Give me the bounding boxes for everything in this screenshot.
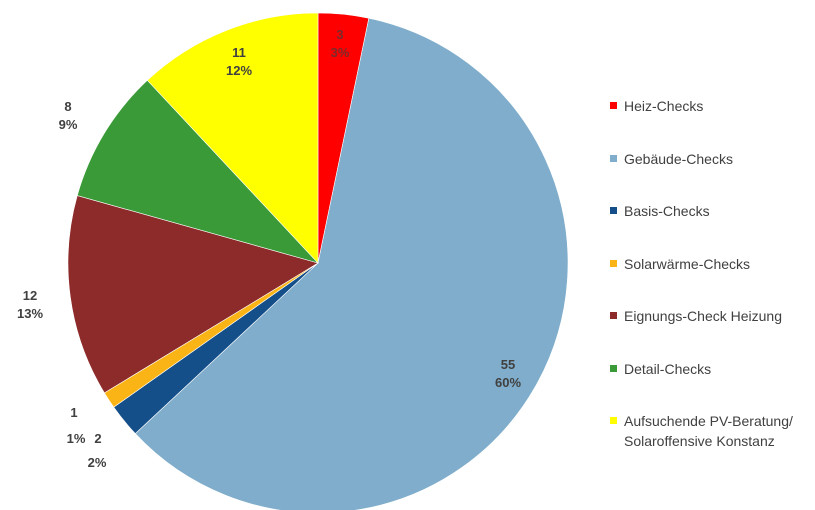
data-label-percent-6: 12% bbox=[226, 63, 252, 78]
data-label-percent-0: 3% bbox=[331, 45, 350, 60]
legend-item-1: Gebäude-Checks bbox=[610, 146, 815, 199]
legend-label-5: Detail-Checks bbox=[624, 360, 712, 377]
legend-swatch-1 bbox=[610, 154, 617, 162]
pie-slice-5 bbox=[76, 79, 319, 264]
data-label-value-0: 3 bbox=[336, 27, 343, 42]
data-label-value-6: 11 bbox=[232, 45, 246, 60]
legend-swatch-5 bbox=[610, 364, 617, 372]
legend-item-6: Aufsuchende PV-Beratung/ Solaroffensive … bbox=[610, 408, 815, 461]
data-label-value-5: 8 bbox=[64, 99, 71, 114]
legend-label-6: Aufsuchende PV-Beratung/ Solaroffensive … bbox=[624, 413, 793, 449]
data-label-percent-4: 13% bbox=[17, 306, 43, 321]
data-label-value-4: 12 bbox=[23, 288, 37, 303]
data-label-percent-2: 2% bbox=[88, 455, 107, 470]
legend-swatch-3 bbox=[610, 259, 617, 267]
legend-item-3: Solarwärme-Checks bbox=[610, 251, 815, 304]
legend-swatch-6 bbox=[610, 417, 617, 424]
pie-slice-1 bbox=[134, 17, 569, 510]
legend-item-2: Basis-Checks bbox=[610, 198, 815, 251]
legend-label-0: Heiz-Checks bbox=[624, 98, 704, 114]
legend-item-4: Eignungs-Check Heizung bbox=[610, 303, 815, 356]
legend-swatch-2 bbox=[610, 207, 617, 214]
legend-label-1: Gebäude-Checks bbox=[624, 150, 733, 167]
legend-item-5: Detail-Checks bbox=[610, 356, 815, 409]
data-label-value-3: 1 bbox=[70, 405, 77, 420]
pie-slice-4 bbox=[67, 195, 319, 394]
legend-label-3: Solarwärme-Checks bbox=[624, 255, 751, 272]
legend-swatch-4 bbox=[610, 312, 617, 319]
data-label-percent-5: 9% bbox=[59, 117, 78, 132]
data-label-value-1: 55 bbox=[501, 357, 515, 372]
legend-item-0: Heiz-Checks bbox=[610, 93, 815, 146]
chart-legend: Heiz-Checks Gebäude-Checks Basis-Checks Sol… bbox=[610, 93, 815, 461]
legend-label-4: Eignungs-Check Heizung bbox=[624, 308, 782, 324]
data-label-percent-1: 60% bbox=[495, 375, 521, 390]
legend-label-2: Basis-Checks bbox=[624, 203, 710, 219]
data-label-value-2: 2 bbox=[94, 431, 101, 446]
data-label-percent-3: 1% bbox=[67, 431, 86, 446]
legend-swatch-0 bbox=[610, 102, 617, 109]
pie-slice-6 bbox=[146, 12, 319, 264]
